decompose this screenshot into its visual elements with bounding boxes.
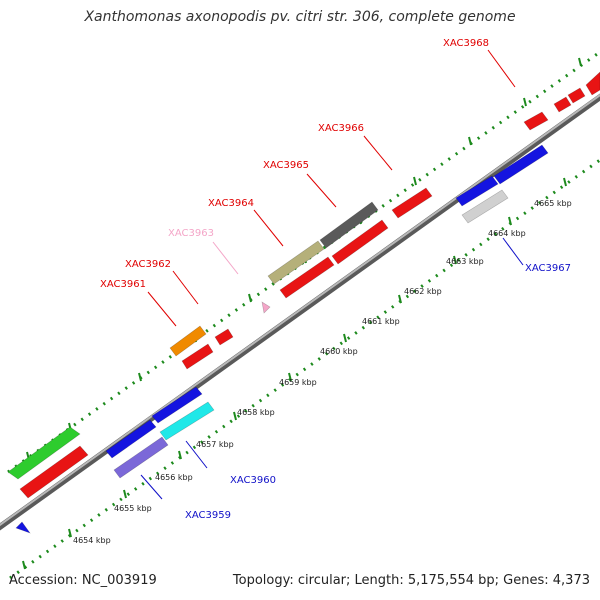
gene-block[interactable]	[319, 201, 379, 249]
scale-label: 4655 kbp	[114, 504, 152, 513]
lower-tick-track	[9, 158, 600, 580]
gene-block[interactable]	[105, 419, 157, 459]
gene-block[interactable]	[267, 240, 325, 285]
scale-label: 4663 kbp	[446, 257, 484, 266]
major-tick	[22, 560, 26, 570]
gene-block[interactable]	[461, 189, 509, 224]
gene-block[interactable]	[567, 87, 586, 104]
scale-label: 4656 kbp	[155, 473, 193, 482]
gene-label[interactable]: XAC3965	[263, 160, 309, 171]
major-tick	[453, 255, 457, 265]
scale-labels: 4654 kbp 4655 kbp 4656 kbp 4657 kbp 4658 kbp…	[73, 199, 572, 545]
gene-label[interactable]: XAC3963	[168, 228, 214, 239]
major-ticks	[22, 57, 582, 570]
major-tick	[248, 293, 252, 303]
scale-label: 4660 kbp	[320, 347, 358, 356]
genome-title: Xanthomonas axonopodis pv. citri str. 30…	[84, 9, 516, 25]
gene-features[interactable]	[7, 71, 600, 534]
gene-block[interactable]	[279, 256, 335, 299]
major-tick	[68, 528, 72, 538]
scale-label: 4657 kbp	[196, 440, 234, 449]
gene-block[interactable]	[214, 328, 234, 346]
gene-block[interactable]	[19, 445, 89, 499]
gene-block[interactable]	[585, 71, 600, 96]
gene-label[interactable]: XAC3968	[443, 38, 489, 49]
gene-labels: XAC3959 XAC3960 XAC3961 XAC3962 XAC3963 XAC39…	[100, 38, 571, 521]
major-tick	[123, 489, 127, 499]
gene-block[interactable]	[7, 426, 81, 480]
gene-label[interactable]: XAC3966	[318, 123, 364, 134]
scale-label: 4658 kbp	[237, 408, 275, 417]
scale-label: 4665 kbp	[534, 199, 572, 208]
accession-text: Accession: NC_003919	[9, 573, 157, 588]
scale-label: 4664 kbp	[488, 229, 526, 238]
gene-label[interactable]: XAC3962	[125, 259, 171, 270]
gene-block[interactable]	[391, 187, 433, 219]
major-tick	[138, 372, 142, 382]
gene-block[interactable]	[151, 386, 203, 424]
major-tick	[288, 372, 292, 382]
major-tick	[398, 294, 402, 304]
gene-label[interactable]: XAC3959	[185, 510, 231, 521]
gene-block[interactable]	[169, 325, 207, 357]
major-tick	[468, 136, 472, 146]
gene-block[interactable]	[493, 144, 549, 185]
gene-block[interactable]	[159, 401, 215, 441]
gene-block[interactable]	[261, 301, 271, 314]
major-tick	[563, 177, 567, 187]
gene-label-leaders	[140, 49, 524, 500]
major-tick	[413, 176, 417, 186]
gene-block[interactable]	[113, 436, 169, 479]
gene-block[interactable]	[455, 175, 499, 207]
gene-label[interactable]: XAC3961	[100, 279, 146, 290]
major-tick	[343, 333, 347, 343]
upper-tick-track	[7, 50, 600, 474]
major-tick	[578, 57, 582, 67]
scale-label: 4661 kbp	[362, 317, 400, 326]
gene-block[interactable]	[331, 219, 389, 265]
gene-label[interactable]: XAC3967	[525, 263, 571, 274]
major-tick	[523, 97, 527, 107]
gene-block[interactable]	[523, 111, 549, 131]
major-tick	[508, 216, 512, 226]
scale-label: 4654 kbp	[73, 536, 111, 545]
scale-label: 4662 kbp	[404, 287, 442, 296]
gene-block[interactable]	[15, 521, 31, 534]
gene-label[interactable]: XAC3960	[230, 475, 276, 486]
gene-block[interactable]	[553, 96, 572, 113]
gene-label[interactable]: XAC3964	[208, 198, 254, 209]
gene-block[interactable]	[181, 343, 214, 370]
scale-label: 4659 kbp	[279, 378, 317, 387]
major-tick	[178, 450, 182, 460]
major-tick	[233, 411, 237, 421]
genome-backbone	[0, 93, 600, 531]
genome-summary-text: Topology: circular; Length: 5,175,554 bp…	[232, 573, 590, 588]
